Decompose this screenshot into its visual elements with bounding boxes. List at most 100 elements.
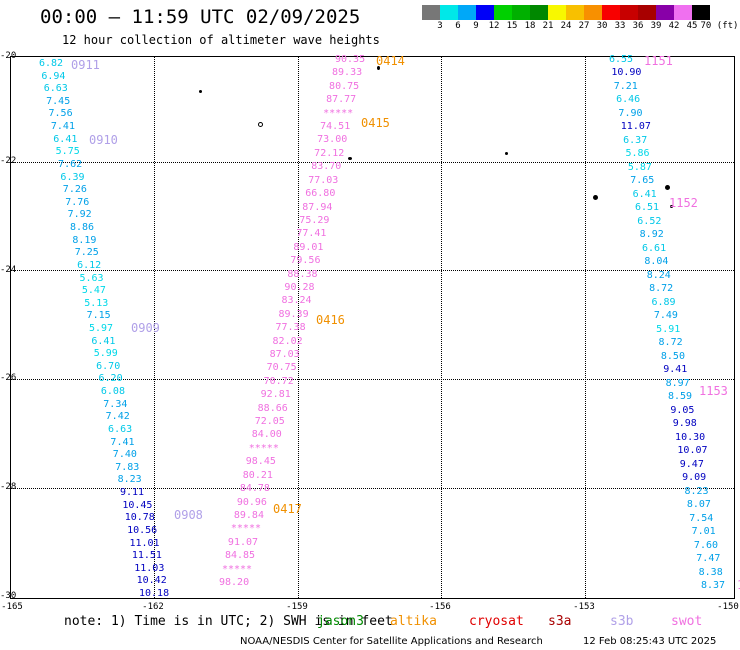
wave-height-value: 90.35: [335, 54, 366, 65]
pass-time-label: 1151: [644, 54, 673, 68]
wave-height-value: 6.39: [60, 171, 85, 183]
wave-height-value: 72.05: [254, 416, 285, 428]
wave-height-value: 6.20: [98, 373, 123, 385]
wave-height-value: 10.30: [675, 431, 706, 443]
lat-label: -22: [0, 156, 17, 166]
pass-time-label: 0909: [131, 321, 160, 335]
wave-height-value: 6.55: [609, 54, 634, 65]
wave-height-value: 6.63: [43, 83, 68, 95]
wave-height-value: *****: [323, 107, 354, 119]
wave-height-value: 10.78: [124, 512, 155, 524]
wave-height-value: 8.97: [665, 377, 690, 389]
scale-label: 12: [488, 21, 500, 31]
wave-height-value: 10.18: [139, 588, 170, 599]
legend-jason3: jason3: [317, 614, 364, 629]
wave-height-value: 89.33: [332, 67, 363, 79]
wave-height-value: 10.56: [127, 524, 158, 536]
grid-line-lat: [11, 488, 734, 489]
wave-height-value: 9.05: [670, 404, 695, 416]
scale-label: 9: [473, 21, 479, 31]
scale-label: 6: [455, 21, 461, 31]
wave-height-value: 84.78: [239, 483, 270, 495]
wave-height-value: 82.02: [272, 335, 303, 347]
wave-height-value: 7.40: [112, 449, 137, 461]
wave-height-value: 70.75: [266, 362, 297, 374]
legend-cryosat: cryosat: [469, 614, 524, 629]
wave-height-value: 5.63: [79, 272, 104, 284]
pass-time-label: 1152: [669, 196, 698, 210]
wave-height-value: 11.07: [620, 121, 651, 133]
scale-label: 3: [437, 21, 443, 31]
scale-swatch: [584, 5, 602, 20]
island-marker: [199, 90, 202, 93]
scale-swatch: [566, 5, 584, 20]
wave-height-value: 66.80: [305, 188, 336, 200]
wave-height-value: 6.63: [108, 423, 133, 435]
scale-swatch: [674, 5, 692, 20]
wave-height-value: 7.76: [65, 196, 90, 208]
grid-line-lon: [154, 57, 155, 598]
island-marker: [258, 122, 263, 127]
pass-time-label: 0908: [174, 508, 203, 522]
scale-swatch: [530, 5, 548, 20]
wave-height-value: 8.23: [684, 485, 709, 497]
wave-height-value: 83.70: [311, 161, 342, 173]
wave-height-value: 7.62: [58, 158, 83, 170]
scale-swatch: [494, 5, 512, 20]
wave-height-value: 7.42: [105, 411, 130, 423]
wave-height-value: 7.45: [46, 95, 71, 107]
wave-height-value: 7.90: [618, 107, 643, 119]
lon-label: -159: [286, 602, 308, 612]
wave-height-value: 8.07: [686, 499, 711, 511]
scale-label: 70 (ft): [700, 21, 739, 31]
pass-time-label: 0910: [89, 133, 118, 147]
wave-height-value: 6.37: [623, 134, 648, 146]
wave-height-value: 6.52: [637, 215, 662, 227]
scale-label: 39: [650, 21, 662, 31]
wave-height-value: 10.07: [677, 445, 708, 457]
wave-height-value: *****: [221, 563, 253, 575]
wave-height-value: 8.23: [117, 474, 142, 486]
lon-label: -153: [573, 602, 595, 612]
wave-height-value: 9.98: [672, 418, 697, 430]
wave-height-value: 73.00: [317, 134, 348, 146]
wave-height-value: 98.45: [245, 456, 276, 468]
scale-swatch: [440, 5, 458, 20]
pass-time-label: 1: [737, 579, 740, 591]
wave-height-value: 8.50: [660, 350, 685, 362]
pass-time-label: 0414: [376, 54, 405, 68]
wave-height-value: 7.83: [115, 461, 140, 473]
wave-height-value: 6.08: [100, 386, 125, 398]
scale-swatch: [602, 5, 620, 20]
island-marker: [348, 157, 352, 160]
map-plot-area: 6.82 6.94 6.63 7.45 7.56 7.41 6.41 5.75 7.62 6.39…: [10, 54, 740, 599]
wave-height-value: 84.00: [251, 429, 282, 441]
island-marker: [377, 66, 380, 70]
wave-height-value: 87.94: [302, 201, 333, 213]
wave-height-value: 6.70: [96, 360, 121, 372]
wave-height-value: 88.66: [257, 402, 288, 414]
wave-height-value: 92.81: [260, 389, 291, 401]
wave-height-value: 10.42: [136, 575, 167, 587]
wave-height-value: 7.47: [696, 553, 721, 565]
wave-height-value: 83.24: [281, 295, 312, 307]
lon-label: -162: [142, 602, 164, 612]
scale-swatch: [512, 5, 530, 20]
wave-height-value: 80.75: [329, 80, 360, 92]
wave-height-value: 77.03: [308, 174, 339, 186]
wave-height-value: 8.04: [644, 256, 669, 268]
wave-height-value: 87.77: [326, 94, 357, 106]
pass-time-label: 0911: [71, 58, 100, 72]
scale-swatch: [656, 5, 674, 20]
wave-height-value: 7.15: [86, 310, 111, 322]
lon-label: -165: [1, 602, 23, 612]
grid-line-lon: [441, 57, 442, 598]
scale-label: 36: [632, 21, 644, 31]
scale-label: 33: [614, 21, 626, 31]
scale-label: 42: [668, 21, 680, 31]
wave-height-value: 77.38: [275, 322, 306, 334]
wave-height-value: 6.51: [634, 202, 660, 214]
wave-height-value: 5.97: [89, 323, 114, 334]
island-marker: [670, 205, 673, 208]
wave-height-value: 5.75: [55, 146, 80, 158]
